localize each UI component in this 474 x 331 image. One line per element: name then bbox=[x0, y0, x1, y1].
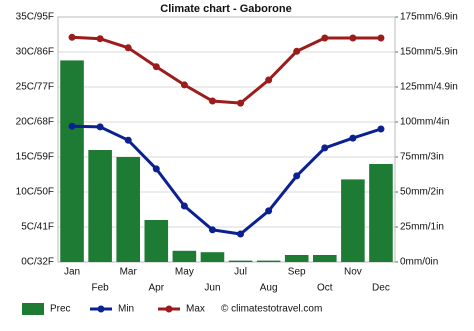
point bbox=[152, 165, 160, 173]
legend-swatch bbox=[97, 305, 105, 313]
y-tick-label: 25C/77F bbox=[16, 82, 54, 93]
bar bbox=[312, 255, 337, 262]
y2-tick-label: 0mm/0in bbox=[400, 257, 438, 268]
y-tick-label: 0C/32F bbox=[21, 257, 54, 268]
y2-tick-label: 25mm/1in bbox=[400, 222, 444, 233]
bar bbox=[284, 255, 309, 262]
bar bbox=[88, 150, 112, 262]
bar bbox=[341, 179, 365, 262]
point bbox=[349, 34, 357, 42]
point bbox=[152, 63, 160, 71]
x-tick-label: Aug bbox=[260, 283, 278, 294]
plot-frame bbox=[57, 16, 396, 263]
point bbox=[208, 97, 216, 105]
bar bbox=[228, 260, 253, 262]
bar bbox=[172, 250, 197, 262]
bar bbox=[369, 164, 393, 262]
point bbox=[265, 76, 273, 84]
x-tick-label: Apr bbox=[149, 283, 165, 294]
legend-label: Prec bbox=[50, 304, 71, 315]
bar bbox=[60, 60, 84, 263]
point bbox=[124, 44, 132, 52]
line bbox=[71, 35, 381, 105]
y2-tick-label: 100mm/4in bbox=[400, 117, 449, 128]
y2-tick-label: 175mm/6.9in bbox=[400, 12, 458, 23]
point bbox=[377, 125, 385, 133]
point bbox=[96, 123, 104, 131]
x-tick-label: Jun bbox=[204, 283, 220, 294]
x-tick-label: Jan bbox=[64, 267, 80, 278]
point bbox=[180, 81, 188, 89]
point bbox=[293, 172, 301, 180]
y2-tick-label: 150mm/5.9in bbox=[400, 47, 458, 58]
point bbox=[180, 202, 188, 210]
x-tick-label: Jul bbox=[234, 267, 247, 278]
line bbox=[72, 124, 382, 236]
x-tick-label: May bbox=[175, 267, 194, 278]
point bbox=[321, 144, 329, 152]
legend-label: Min bbox=[118, 304, 134, 315]
x-tick-label: Dec bbox=[372, 283, 390, 294]
point bbox=[68, 33, 76, 41]
point bbox=[265, 207, 273, 215]
y-tick-label: 35C/95F bbox=[16, 12, 54, 23]
point bbox=[293, 47, 301, 55]
legend-swatch bbox=[165, 305, 173, 313]
bar bbox=[116, 157, 141, 262]
legend-swatch bbox=[22, 303, 44, 315]
point bbox=[124, 136, 132, 144]
y-tick-label: 10C/50F bbox=[16, 187, 54, 198]
chart-title: Climate chart - Gaborone bbox=[160, 3, 291, 15]
legend-label: Max bbox=[186, 304, 205, 315]
y2-tick-label: 75mm/3in bbox=[400, 152, 444, 163]
x-tick-label: Sep bbox=[288, 267, 306, 278]
bar bbox=[256, 260, 281, 262]
y2-tick-label: 50mm/2in bbox=[400, 187, 444, 198]
point bbox=[377, 34, 385, 42]
point bbox=[321, 34, 329, 42]
point bbox=[208, 226, 216, 234]
point bbox=[349, 134, 357, 142]
bar bbox=[200, 252, 225, 262]
point bbox=[237, 230, 245, 238]
x-tick-label: Mar bbox=[120, 267, 138, 278]
y-tick-label: 20C/68F bbox=[16, 117, 54, 128]
y-tick-label: 30C/86F bbox=[16, 47, 54, 58]
bar bbox=[144, 220, 169, 262]
y-tick-label: 5C/41F bbox=[21, 222, 54, 233]
y-tick-label: 15C/59F bbox=[16, 152, 54, 163]
point bbox=[237, 99, 245, 107]
y2-tick-label: 125mm/4.9in bbox=[400, 82, 458, 93]
x-tick-label: Nov bbox=[344, 267, 362, 278]
x-tick-label: Feb bbox=[92, 283, 110, 294]
x-tick-label: Oct bbox=[317, 283, 333, 294]
point bbox=[68, 122, 76, 130]
point bbox=[96, 35, 104, 43]
watermark: © climatestotravel.com bbox=[221, 304, 322, 315]
